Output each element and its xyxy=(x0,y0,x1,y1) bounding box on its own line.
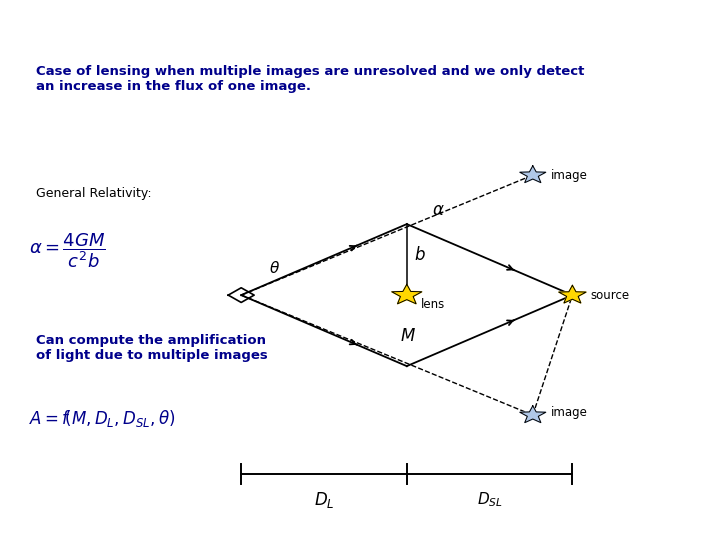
Polygon shape xyxy=(559,285,586,303)
Text: Case of lensing when multiple images are unresolved and we only detect
an increa: Case of lensing when multiple images are… xyxy=(36,65,585,93)
Text: $M$: $M$ xyxy=(400,327,416,345)
Polygon shape xyxy=(392,285,422,304)
Text: source: source xyxy=(590,288,629,302)
Text: Can compute the amplification
of light due to multiple images: Can compute the amplification of light d… xyxy=(36,334,268,362)
Text: $b$: $b$ xyxy=(414,246,426,264)
Text: $\theta$: $\theta$ xyxy=(269,260,279,276)
Text: image: image xyxy=(551,168,588,181)
Text: lens: lens xyxy=(421,298,446,310)
Text: $D_L$: $D_L$ xyxy=(314,490,334,510)
Text: Determining Mass: gravitational microlensing: Determining Mass: gravitational microlen… xyxy=(72,15,648,35)
Polygon shape xyxy=(520,406,546,423)
Text: $A = f\!\left(M, D_L, D_{SL}, \theta\right)$: $A = f\!\left(M, D_L, D_{SL}, \theta\rig… xyxy=(29,408,175,429)
Text: image: image xyxy=(551,406,588,419)
Text: $\alpha = \dfrac{4GM}{c^2b}$: $\alpha = \dfrac{4GM}{c^2b}$ xyxy=(29,232,106,270)
Text: $D_{SL}$: $D_{SL}$ xyxy=(477,490,503,509)
Text: General Relativity:: General Relativity: xyxy=(36,187,152,200)
Text: $\alpha$: $\alpha$ xyxy=(432,201,445,219)
Polygon shape xyxy=(520,166,546,183)
